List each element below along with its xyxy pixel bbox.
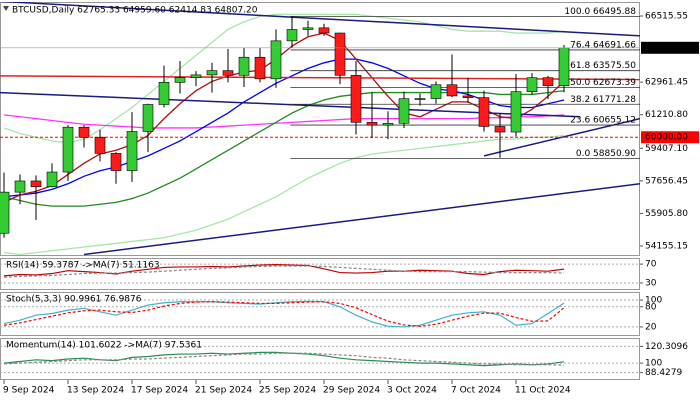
line-series (3, 265, 565, 278)
candle-body (110, 153, 122, 171)
title-icon (3, 6, 9, 11)
x-tick-label: 7 Oct 2024 (451, 386, 501, 396)
fib-label: 76.4 64691.66 (570, 40, 636, 50)
y-tick-label: 59407.10 (645, 144, 688, 154)
candle-body (398, 98, 410, 124)
y-tick-label: 54155.15 (645, 242, 688, 252)
candle-body (542, 77, 554, 86)
y-tick-label: 66515.55 (645, 12, 688, 22)
candle-body (558, 47, 570, 87)
last-price-box (641, 41, 699, 54)
fib-label: 100.0 66495.88 (564, 7, 636, 17)
x-tick-label: 25 Sep 2024 (259, 386, 316, 396)
candle-body (302, 27, 314, 30)
line-series (3, 300, 565, 328)
trend-line (83, 183, 640, 256)
candle-body (350, 74, 362, 123)
y-tick-label: 57656.45 (645, 176, 688, 186)
line-series (3, 263, 565, 277)
candle-body (526, 77, 538, 92)
candle-body (254, 56, 266, 80)
plot-area (0, 299, 640, 328)
line-series (3, 32, 565, 203)
candle-body (174, 77, 186, 83)
y-tick-label: 80 (645, 302, 657, 312)
candle-body (78, 126, 90, 138)
line-series (3, 352, 565, 366)
candle-body (142, 104, 154, 132)
y-tick-label: 55905.80 (645, 209, 688, 219)
plot-area (0, 263, 640, 284)
candle-body (478, 97, 490, 127)
candle-body (494, 126, 506, 133)
trend-line (0, 2, 640, 37)
candle-body (158, 82, 170, 105)
candle-body (270, 40, 282, 80)
candle-body (14, 180, 26, 193)
plot-area (0, 2, 640, 256)
panel-frame (0, 258, 640, 290)
x-tick-label: 13 Sep 2024 (67, 386, 124, 396)
candle-body (94, 136, 106, 154)
candle-body (62, 126, 74, 173)
candle-body (414, 98, 426, 100)
panel-frame (0, 338, 640, 380)
x-tick-label: 29 Sep 2024 (323, 386, 380, 396)
level-box (641, 131, 699, 144)
last-price-label: 64807.20 (645, 43, 688, 53)
panel-frame (0, 292, 640, 336)
candle-body (126, 131, 138, 171)
fib-label: 0.0 58850.90 (576, 149, 636, 159)
candle-body (30, 180, 42, 188)
candle-body (46, 171, 58, 188)
y-tick-label: 62961.45 (645, 78, 688, 88)
panel-title: RSI(14) 59.3787 ->MA(7) 51.1163 (6, 261, 160, 271)
line-series (3, 90, 565, 207)
x-tick-label: 3 Oct 2024 (387, 386, 437, 396)
panel-title: Stoch(5,3,3) 90.9961 76.9876 (6, 295, 142, 305)
y-tick-label: 30 (645, 278, 657, 288)
candle-body (190, 74, 202, 78)
y-tick-label: 100 (645, 296, 662, 306)
candle-body (446, 84, 458, 97)
plot-area (0, 345, 640, 374)
fib-label: 23.6 60655.12 (570, 116, 636, 126)
y-tick-label: 70 (645, 260, 657, 270)
y-tick-label: 20 (645, 322, 657, 332)
candle-body (430, 84, 442, 99)
y-tick-label: 120.3096 (645, 342, 688, 352)
fib-label: 38.2 61771.28 (570, 95, 636, 105)
line-series (3, 301, 565, 327)
candle-body (510, 91, 522, 133)
candle-body (318, 27, 330, 34)
fib-label: 50.0 62673.39 (570, 78, 636, 88)
candle-body (0, 191, 10, 234)
candle-body (382, 122, 394, 126)
level-label: 60000.00 (645, 133, 688, 143)
y-tick-label: 61210.80 (645, 110, 688, 120)
x-tick-label: 9 Sep 2024 (3, 386, 55, 396)
candle-body (238, 56, 250, 76)
candle-body (334, 32, 346, 76)
panel-title: Momentum(14) 101.6022 ->MA(7) 97.5361 (6, 341, 202, 351)
candle-body (366, 122, 378, 126)
x-tick-label: 21 Sep 2024 (195, 386, 252, 396)
candle-body (462, 95, 474, 98)
candle-body (222, 70, 234, 76)
line-series (3, 134, 565, 256)
line-series (3, 58, 565, 198)
line-series (3, 114, 565, 129)
y-tick-label: 88.4279 (645, 368, 682, 378)
x-tick-label: 11 Oct 2024 (515, 386, 571, 396)
candle-body (206, 70, 218, 76)
fib-label: 61.8 63575.50 (570, 61, 636, 71)
line-series (3, 13, 565, 144)
chart-title: BTCUSD,Daily 62765.33 64959.60 62414.83 … (12, 6, 258, 16)
x-tick-label: 17 Sep 2024 (131, 386, 188, 396)
candle-body (286, 29, 298, 42)
panel-frame (0, 2, 640, 256)
y-tick-label: 100 (645, 359, 662, 369)
